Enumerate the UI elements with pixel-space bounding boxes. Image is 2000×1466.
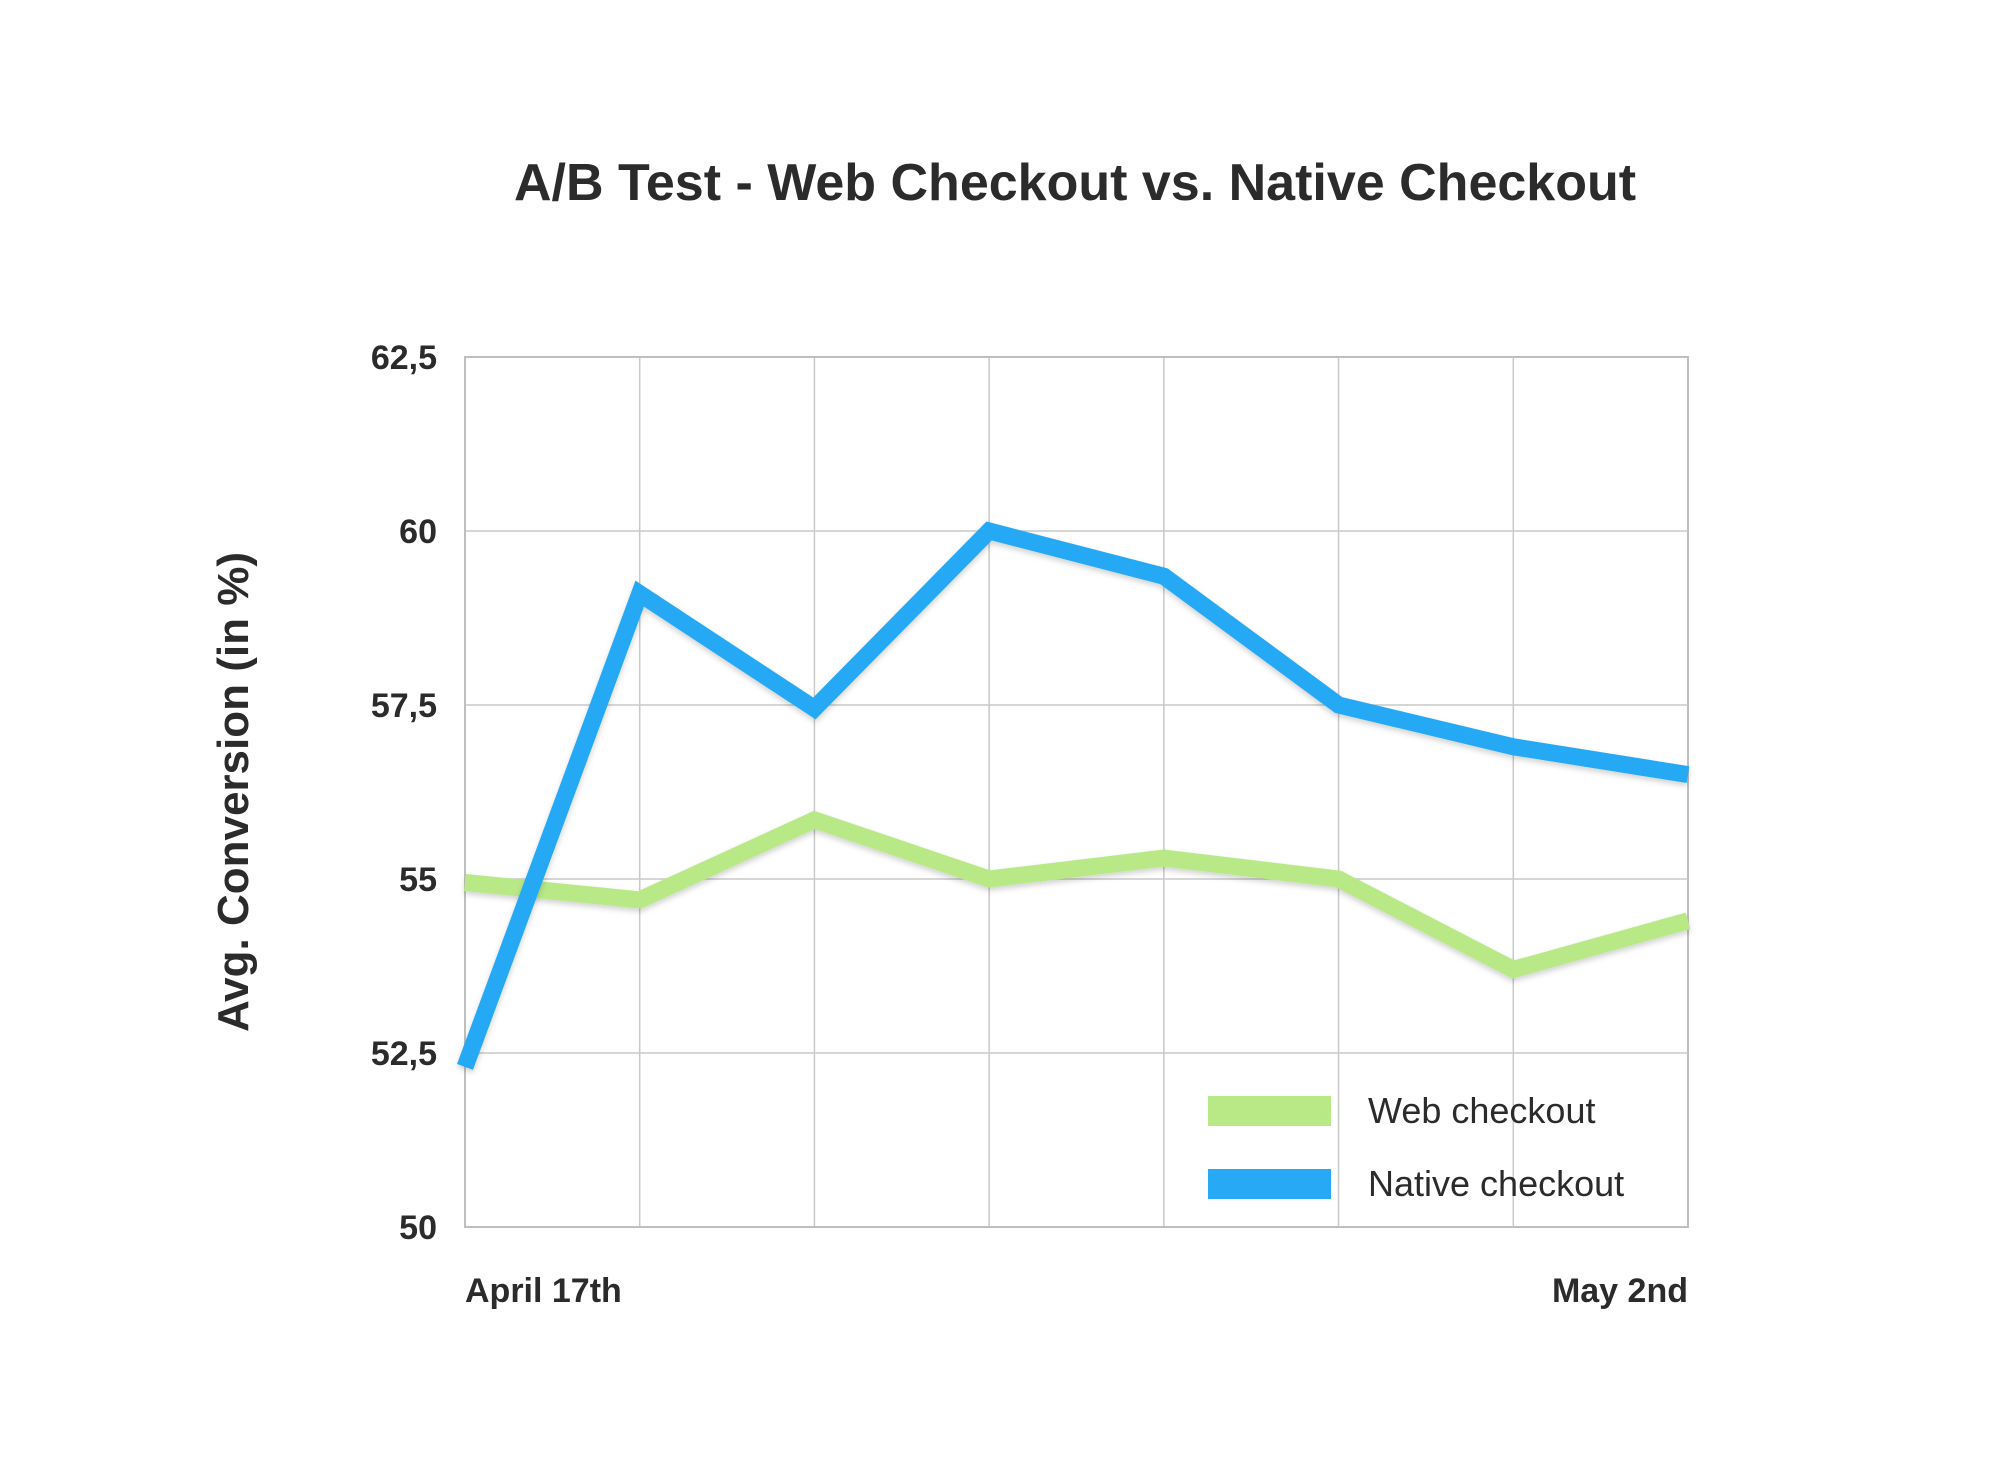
data-point [464,1066,466,1068]
data-point [1163,857,1165,859]
y-tick-label: 55 [399,861,437,899]
data-point [813,707,815,709]
y-tick-label: 52,5 [371,1035,437,1073]
data-point [639,593,641,595]
x-tick-label: May 2nd [1552,1272,1688,1310]
legend-swatch-0 [1208,1096,1331,1126]
legend: Web checkout Native checkout [1208,1090,1624,1204]
series-line-1 [457,521,1690,1070]
data-point [988,530,990,532]
y-axis-label: Avg. Conversion (in %) [209,552,258,1032]
data-point [1163,575,1165,577]
legend-label-0: Web checkout [1368,1090,1595,1131]
data-point [1687,920,1689,922]
data-point [813,819,815,821]
y-tick-label: 50 [399,1209,437,1247]
legend-label-1: Native checkout [1368,1163,1624,1204]
data-point [988,878,990,880]
data-point [1512,746,1514,748]
legend-swatch-1 [1208,1169,1331,1199]
chart-title: A/B Test - Web Checkout vs. Native Check… [514,154,1636,212]
data-point [1687,774,1689,776]
series-lines [457,521,1691,1070]
y-tick-label: 60 [399,513,437,551]
y-tick-label: 62,5 [371,339,437,377]
data-point [1512,968,1514,970]
data-point [464,881,466,883]
x-tick-label: April 17th [465,1272,622,1310]
y-axis-ticks: 50 52,5 55 57,5 60 62,5 [371,339,437,1247]
plot-frame [464,356,1689,1228]
y-tick-label: 57,5 [371,687,437,725]
data-point [1338,878,1340,880]
x-axis-ticks: April 17th May 2nd [465,1272,1688,1310]
series-line-0 [464,810,1691,979]
data-point [639,899,641,901]
data-point [1338,704,1340,706]
